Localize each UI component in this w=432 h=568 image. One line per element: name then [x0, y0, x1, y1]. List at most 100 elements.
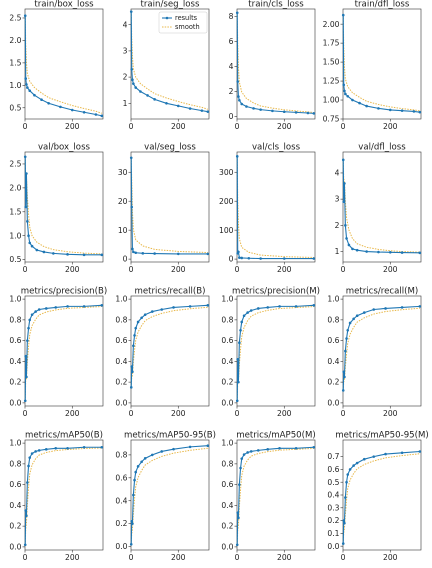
plot-frame: [342, 8, 422, 120]
results-data-point: [355, 314, 359, 318]
results-data-point: [343, 521, 346, 525]
x-tick-label: 200: [65, 553, 80, 562]
results-data-point: [355, 461, 359, 465]
y-tick-label: 0.2: [327, 516, 339, 525]
y-tick-label: 0: [123, 255, 128, 264]
results-data-point: [206, 304, 210, 307]
results-data-point: [47, 101, 50, 105]
results-data-point: [418, 450, 422, 453]
results-data-point: [25, 83, 28, 86]
results-data-point: [30, 452, 34, 455]
results-data-point: [271, 109, 274, 113]
results-data-point: [341, 389, 345, 392]
results-data-point: [140, 316, 143, 320]
x-tick-label: 0: [235, 122, 240, 131]
results-data-point: [341, 542, 345, 545]
y-tick-label: 0.0: [115, 398, 127, 407]
y-tick-label: 1.0: [9, 295, 21, 304]
y-tick-label: 2.5: [9, 160, 21, 169]
results-data-point: [66, 253, 69, 256]
results-data-point: [140, 460, 143, 464]
y-tick-label: 0.2: [221, 378, 233, 387]
y-tick-label: 0.5: [9, 103, 21, 112]
results-series-line: [342, 159, 420, 254]
results-data-point: [242, 453, 246, 456]
plot-frame: [130, 151, 210, 263]
results-data-point: [346, 328, 350, 332]
results-data-point: [418, 305, 422, 308]
results-data-point: [100, 445, 104, 449]
plot-frame: [24, 439, 104, 551]
results-data-point: [372, 308, 376, 311]
results-data-point: [377, 250, 380, 254]
plot-frame: [24, 8, 104, 120]
y-tick-label: 4: [229, 62, 234, 71]
results-data-point: [150, 453, 154, 457]
results-data-point: [100, 253, 104, 257]
plot-frame: [130, 295, 210, 407]
results-data-point: [40, 98, 43, 101]
subplot: metrics/precision(M) 0.0 0.2 0.4 0.6 0.8 1.0 0 2…: [221, 287, 320, 419]
results-data-point: [34, 310, 37, 313]
subplot: metrics/mAP50(M) 0.0 0.2 0.4 0.6 0.8 1.0 0 200: [221, 431, 315, 563]
results-data-point: [348, 321, 352, 325]
y-tick-label: 4: [123, 20, 128, 29]
smooth-series-line: [342, 307, 420, 391]
y-tick-label: 0.2: [221, 522, 233, 531]
results-data-point: [235, 155, 239, 158]
plot-frame: [342, 151, 422, 263]
x-tick-label: 0: [129, 265, 134, 274]
results-data-point: [134, 470, 138, 474]
y-tick-label: 0.3: [327, 503, 339, 512]
results-data-point: [25, 514, 28, 518]
results-data-point: [82, 253, 86, 257]
subplot-title: metrics/recall(M): [346, 287, 419, 297]
results-data-point: [346, 473, 350, 476]
subplot-title: metrics/precision(B): [21, 287, 107, 297]
results-series-line: [342, 15, 420, 113]
subplot: metrics/recall(M) 0.0 0.2 0.4 0.6 0.8 1.0 0 200: [327, 287, 422, 418]
results-data-point: [25, 172, 28, 175]
results-data-point: [23, 399, 27, 403]
smooth-series-line: [130, 447, 208, 545]
results-data-point: [236, 80, 240, 83]
results-data-point: [348, 468, 352, 471]
results-data-point: [266, 448, 270, 451]
results-data-point: [306, 111, 310, 115]
y-tick-label: 0.8: [115, 450, 127, 459]
results-data-point: [160, 308, 164, 311]
results-data-point: [188, 445, 192, 449]
subplot: val/box_loss 0.5 1.0 1.5 2.0 2.5 0 200: [9, 143, 104, 274]
results-data-point: [136, 465, 140, 468]
results-data-point: [143, 457, 147, 460]
y-tick-label: 0.4: [9, 501, 21, 510]
results-data-point: [133, 334, 136, 337]
smooth-series-line: [24, 306, 102, 401]
results-data-point: [242, 314, 246, 318]
x-tick-label: 0: [341, 553, 346, 562]
results-data-point: [28, 241, 32, 245]
y-tick-label: 2: [229, 87, 234, 96]
y-tick-label: 0.4: [327, 491, 339, 500]
x-tick-label: 0: [23, 122, 28, 131]
results-data-point: [235, 399, 239, 403]
results-data-point: [239, 328, 242, 332]
results-data-point: [134, 326, 138, 330]
x-tick-label: 0: [129, 553, 134, 562]
y-tick-label: 2: [123, 73, 128, 82]
results-data-point: [139, 90, 142, 93]
results-data-point: [341, 13, 345, 17]
results-data-point: [28, 318, 32, 322]
x-tick-label: 200: [277, 409, 292, 418]
results-series-line: [236, 156, 314, 260]
results-data-point: [247, 256, 251, 260]
results-data-point: [30, 313, 34, 316]
results-data-point: [342, 83, 346, 87]
y-tick-label: 0.2: [327, 378, 339, 387]
y-tick-label: 0.2: [115, 519, 127, 528]
results-data-point: [23, 14, 27, 18]
results-data-point: [23, 155, 27, 159]
smooth-series-line: [236, 156, 314, 258]
results-data-point: [278, 447, 281, 450]
results-data-point: [388, 108, 392, 112]
